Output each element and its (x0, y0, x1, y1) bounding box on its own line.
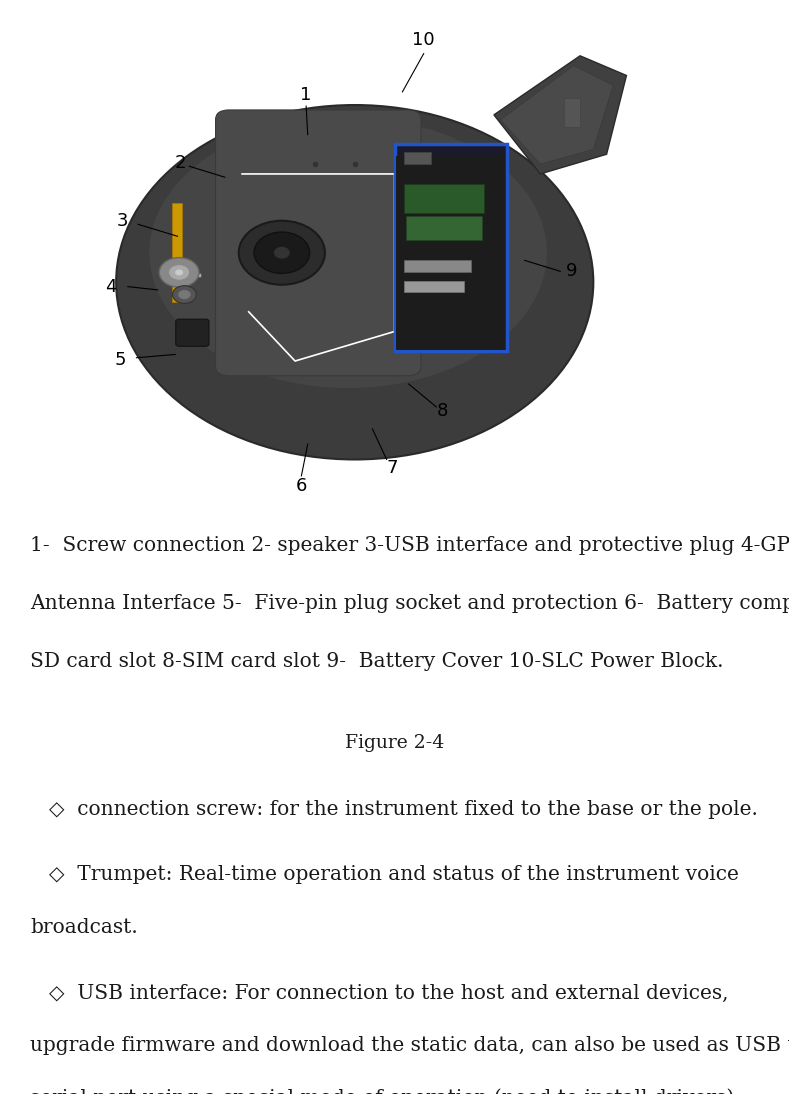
Text: 9: 9 (567, 263, 578, 280)
FancyBboxPatch shape (563, 97, 580, 127)
FancyBboxPatch shape (405, 152, 431, 164)
Text: 2: 2 (174, 154, 185, 172)
Circle shape (178, 290, 191, 300)
FancyBboxPatch shape (394, 144, 507, 351)
Circle shape (239, 221, 325, 284)
Text: ◇  connection screw: for the instrument fixed to the base or the pole.: ◇ connection screw: for the instrument f… (49, 800, 757, 818)
Circle shape (169, 265, 189, 280)
Text: 8: 8 (437, 403, 448, 420)
FancyBboxPatch shape (396, 155, 505, 350)
Text: serial port using a special mode of operation (need to install drivers).: serial port using a special mode of oper… (30, 1089, 741, 1094)
FancyBboxPatch shape (176, 319, 209, 346)
Ellipse shape (149, 117, 547, 388)
Polygon shape (500, 66, 613, 164)
Text: upgrade firmware and download the static data, can also be used as USB to: upgrade firmware and download the static… (30, 1036, 789, 1055)
Text: Figure 2-4: Figure 2-4 (345, 734, 444, 752)
Polygon shape (494, 56, 626, 174)
Text: 1-  Screw connection 2- speaker 3-USB interface and protective plug 4-GPRS/: 1- Screw connection 2- speaker 3-USB int… (30, 536, 789, 555)
FancyBboxPatch shape (405, 281, 464, 292)
Text: broadcast.: broadcast. (30, 918, 138, 936)
Circle shape (274, 247, 290, 258)
Text: SD card slot 8-SIM card slot 9-  Battery Cover 10-SLC Power Block.: SD card slot 8-SIM card slot 9- Battery … (30, 652, 724, 671)
Text: 6: 6 (296, 477, 307, 494)
Text: 4: 4 (105, 278, 116, 295)
Ellipse shape (116, 105, 593, 459)
Text: ◇  USB interface: For connection to the host and external devices,: ◇ USB interface: For connection to the h… (49, 984, 728, 1002)
Circle shape (175, 269, 183, 276)
FancyBboxPatch shape (215, 110, 421, 376)
FancyBboxPatch shape (173, 203, 182, 302)
Text: 10: 10 (413, 32, 435, 49)
FancyBboxPatch shape (406, 216, 482, 241)
Text: 3: 3 (117, 212, 128, 230)
Text: 1: 1 (301, 86, 312, 104)
Text: ◇  Trumpet: Real-time operation and status of the instrument voice: ◇ Trumpet: Real-time operation and statu… (49, 865, 739, 884)
Circle shape (173, 286, 196, 303)
Circle shape (254, 232, 309, 274)
Circle shape (159, 257, 199, 287)
Text: Antenna Interface 5-  Five-pin plug socket and protection 6-  Battery compartmen: Antenna Interface 5- Five-pin plug socke… (30, 594, 789, 613)
FancyBboxPatch shape (405, 260, 471, 272)
Text: 5: 5 (115, 351, 126, 369)
FancyBboxPatch shape (405, 184, 484, 213)
Text: 7: 7 (387, 459, 398, 477)
